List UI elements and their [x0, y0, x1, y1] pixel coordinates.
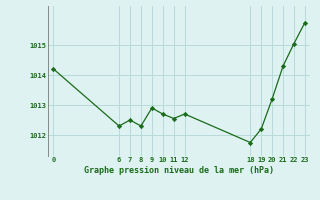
X-axis label: Graphe pression niveau de la mer (hPa): Graphe pression niveau de la mer (hPa)	[84, 166, 274, 175]
